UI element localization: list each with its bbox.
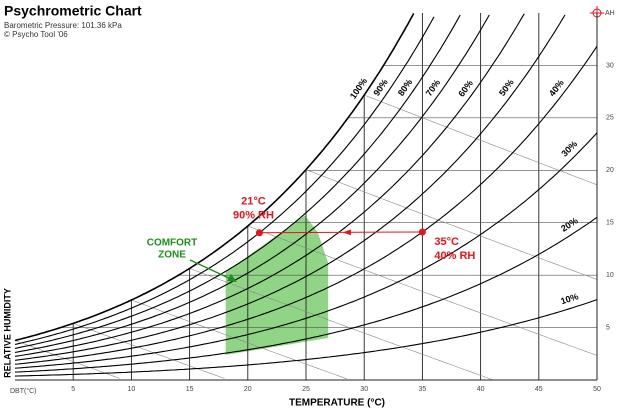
x-tick-label: 25 — [302, 386, 310, 393]
wetbulb-line — [14, 340, 120, 379]
y-tick-label: 5 — [606, 324, 610, 331]
y-tick-label: 15 — [606, 220, 614, 227]
credit: © Psycho Tool '06 — [4, 30, 68, 39]
x-tick-label: 45 — [535, 386, 543, 393]
rh-curve — [14, 16, 435, 345]
comfort-arrowhead — [227, 274, 237, 282]
x-tick-label: 35 — [419, 386, 427, 393]
state-label: 40% RH — [434, 250, 475, 262]
wetbulb-line — [305, 169, 598, 280]
y-tick-label: 10 — [606, 272, 614, 279]
x-axis-label: TEMPERATURE (°C) — [289, 398, 385, 408]
state-label: 90% RH — [233, 210, 274, 222]
x-tick-label: 20 — [244, 386, 252, 393]
rh-curve — [14, 14, 566, 361]
rh-curve — [14, 216, 598, 373]
rh-curve — [14, 14, 461, 349]
wetbulb-line — [73, 323, 225, 379]
x-tick-label: 10 — [128, 386, 136, 393]
state-label: 21°C — [241, 196, 266, 208]
rh-curve — [14, 132, 598, 369]
state-label: 35°C — [434, 236, 459, 248]
comfort-arrow — [189, 259, 234, 281]
comfort-label: ZONE — [158, 250, 186, 261]
x-tick-label: 50 — [593, 386, 601, 393]
wetbulb-line — [247, 225, 598, 356]
x-tick-label: 30 — [360, 386, 368, 393]
x-origin-label: DBT(°C) — [10, 387, 37, 395]
wetbulb-line — [364, 94, 598, 186]
y-tick-label: 20 — [606, 167, 614, 174]
x-tick-label: 15 — [186, 386, 194, 393]
x-tick-label: 5 — [71, 386, 75, 393]
chart-subtitle: Barometric Pressure: 101.36 kPa — [4, 21, 122, 30]
rh-curve — [14, 13, 525, 357]
state-point — [418, 228, 426, 236]
process-arrow — [342, 229, 351, 236]
rh-curve — [14, 45, 598, 365]
rh-curve — [14, 299, 598, 377]
wetbulb-line — [189, 268, 493, 380]
y-tick-label: 25 — [606, 115, 614, 122]
x-tick-label: 40 — [477, 386, 485, 393]
process-line — [259, 231, 423, 234]
y-axis-label: RELATIVE HUMIDITY — [2, 288, 12, 378]
y-tick-label: 30 — [606, 62, 614, 69]
y2-axis-label: AH — [605, 10, 615, 17]
rh-curve — [14, 13, 415, 342]
state-point — [255, 229, 263, 237]
comfort-label: COMFORT — [147, 238, 198, 249]
comfort-zone — [225, 215, 329, 355]
wetbulb-line — [131, 299, 347, 380]
chart-title: Psychrometric Chart — [4, 3, 142, 19]
rh-curve — [14, 14, 490, 353]
